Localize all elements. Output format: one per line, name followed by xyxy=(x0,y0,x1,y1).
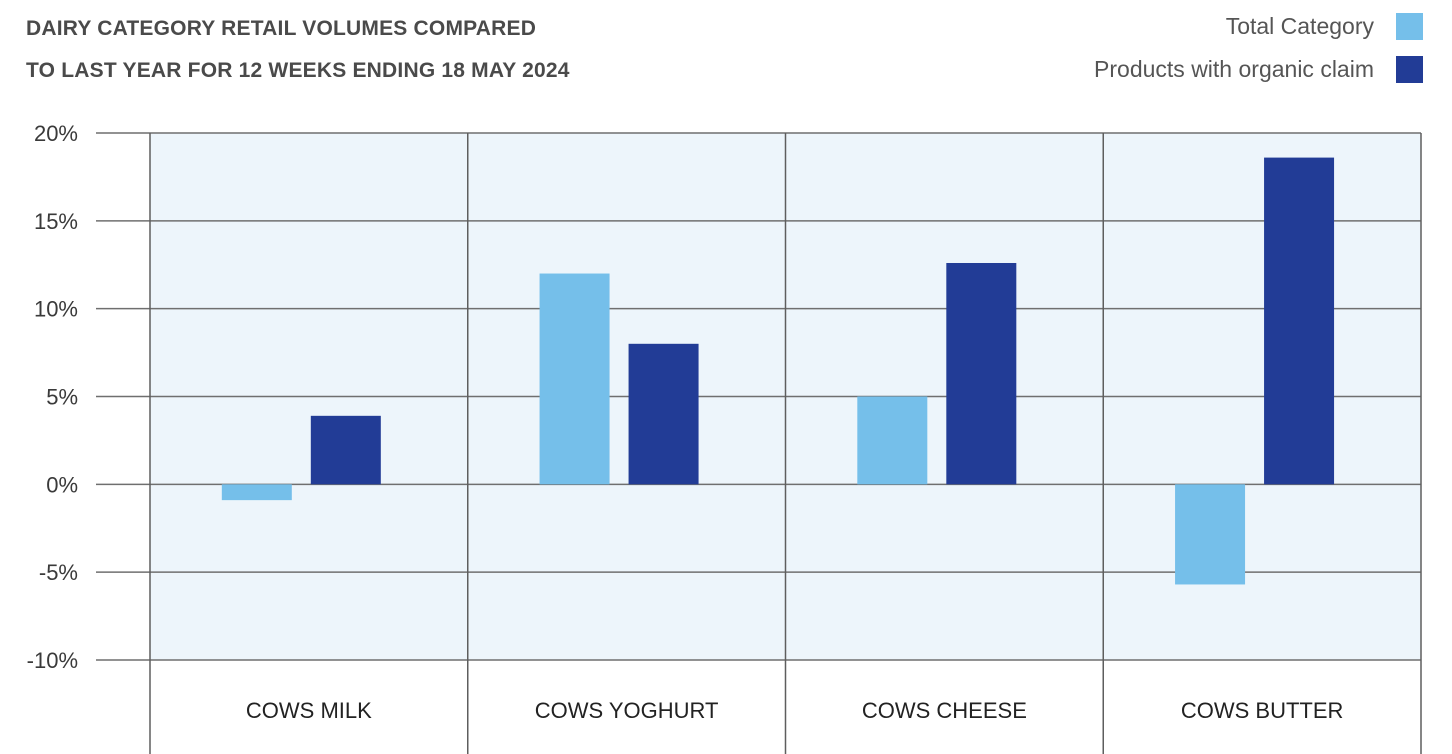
legend-label-total-category: Total Category xyxy=(1225,12,1374,39)
x-category-label-cows-cheese: COWS CHEESE xyxy=(862,698,1027,723)
y-tick-label: 10% xyxy=(34,297,78,322)
bar-cows-butter-total-category xyxy=(1175,484,1246,585)
chart-title-line-1: DAIRY CATEGORY RETAIL VOLUMES COMPARED xyxy=(26,17,537,40)
y-tick-label: -10% xyxy=(27,648,78,673)
y-axis-labels: 20% 15% 10% 5% 0% -5% -10% xyxy=(27,121,78,673)
bar-cows-milk-products-with-organic-claim xyxy=(310,415,381,485)
y-tick-label: -5% xyxy=(39,560,78,585)
bars xyxy=(221,157,1335,585)
legend-item-total-category: Total Category xyxy=(1094,12,1423,40)
x-axis-labels: COWS MILK COWS YOGHURT COWS CHEESE COWS BUT… xyxy=(246,698,1343,723)
bar-cows-cheese-products-with-organic-claim xyxy=(946,262,1017,485)
bar-cows-yoghurt-total-category xyxy=(539,273,610,485)
legend-swatch-total-category xyxy=(1396,12,1423,40)
bar-cows-cheese-total-category xyxy=(857,396,928,485)
legend-label-organic-claim: Products with organic claim xyxy=(1094,55,1374,82)
y-tick-label: 0% xyxy=(46,472,78,497)
bar-cows-yoghurt-products-with-organic-claim xyxy=(628,343,699,485)
chart-title-line-2: TO LAST YEAR FOR 12 WEEKS ENDING 18 MAY … xyxy=(26,59,570,82)
legend-swatch-organic-claim xyxy=(1396,55,1423,83)
x-category-label-cows-milk: COWS MILK xyxy=(246,698,372,723)
y-tick-label: 15% xyxy=(34,209,78,234)
x-category-label-cows-butter: COWS BUTTER xyxy=(1181,698,1344,723)
y-tick-label: 20% xyxy=(34,121,78,146)
chart-title: DAIRY CATEGORY RETAIL VOLUMES COMPARED T… xyxy=(26,8,570,92)
y-tick-label: 5% xyxy=(46,385,78,410)
bar-cows-milk-total-category xyxy=(221,484,292,501)
x-category-label-cows-yoghurt: COWS YOGHURT xyxy=(535,698,719,723)
bar-cows-butter-products-with-organic-claim xyxy=(1264,157,1335,485)
legend-item-organic-claim: Products with organic claim xyxy=(1094,55,1423,83)
chart-legend: Total Category Products with organic cla… xyxy=(1094,12,1423,98)
